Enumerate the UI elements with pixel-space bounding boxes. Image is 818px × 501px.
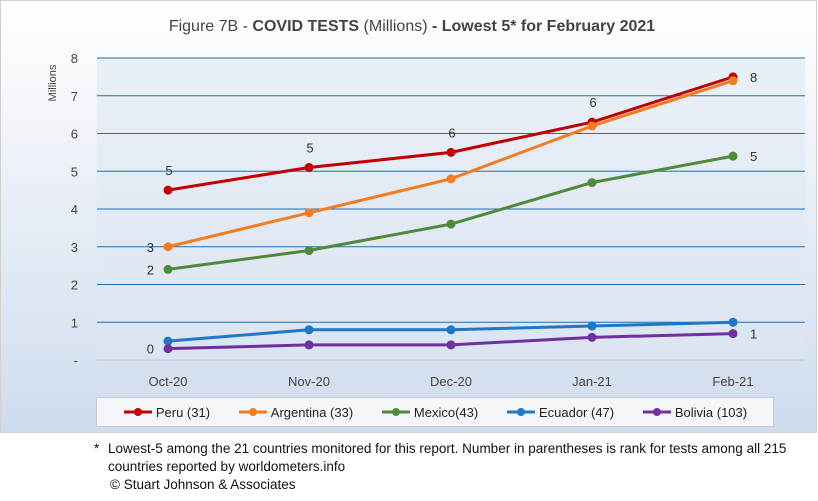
data-point bbox=[304, 340, 314, 350]
x-tick-label: Nov-20 bbox=[288, 374, 330, 389]
data-point bbox=[587, 332, 597, 342]
legend-label: Mexico(43) bbox=[413, 404, 479, 420]
data-point bbox=[304, 325, 314, 335]
data-point bbox=[728, 151, 738, 161]
y-axis-label: Millions bbox=[47, 64, 59, 101]
data-point bbox=[304, 208, 314, 218]
legend-item: Mexico(43) bbox=[381, 405, 478, 420]
x-tick-label: Dec-20 bbox=[430, 374, 472, 389]
data-point bbox=[163, 242, 173, 252]
data-label: 6 bbox=[589, 95, 596, 110]
data-point bbox=[587, 121, 597, 131]
legend-swatch bbox=[238, 408, 267, 416]
data-point bbox=[728, 329, 738, 339]
legend-item: Argentina (33) bbox=[238, 405, 353, 420]
title-middle: (Millions) bbox=[359, 18, 432, 35]
title-bold-suffix: - Lowest 5* for February 2021 bbox=[432, 18, 655, 35]
y-tick-label: 2 bbox=[71, 278, 78, 293]
data-point bbox=[446, 325, 456, 335]
x-tick-label: Jan-21 bbox=[572, 374, 612, 389]
legend-swatch bbox=[506, 408, 535, 416]
legend-swatch bbox=[642, 408, 671, 416]
footnote-line1: Lowest-5 among the 21 countries monitore… bbox=[108, 441, 787, 456]
data-label: 5 bbox=[165, 163, 172, 178]
legend-label: Bolivia (103) bbox=[674, 404, 748, 420]
y-tick-label: 7 bbox=[71, 89, 78, 104]
y-tick-label: 4 bbox=[71, 202, 78, 217]
legend-item: Bolivia (103) bbox=[642, 405, 747, 420]
data-label: 8 bbox=[750, 70, 757, 85]
footnote-star: * bbox=[94, 441, 100, 456]
y-tick-label: 5 bbox=[71, 164, 78, 179]
data-label: 6 bbox=[448, 125, 455, 140]
data-point bbox=[587, 321, 597, 331]
data-point bbox=[587, 178, 597, 188]
y-tick-label: 1 bbox=[71, 315, 78, 330]
data-point bbox=[728, 317, 738, 327]
axis-ticks: - 1 2 3 4 5 6 7 8 Oct-20 Nov-20 Dec-20 Jan-21 Feb-21 bbox=[71, 51, 754, 389]
data-point bbox=[163, 336, 173, 346]
chart-svg: Figure 7B - COVID TESTS (Millions) - Low… bbox=[47, 18, 805, 389]
y-tick-label: - bbox=[74, 353, 78, 368]
data-point bbox=[163, 264, 173, 274]
series-bolivia: 01 bbox=[147, 327, 757, 357]
data-point bbox=[446, 174, 456, 184]
data-point bbox=[446, 340, 456, 350]
x-tick-label: Feb-21 bbox=[712, 374, 753, 389]
footnote: * Lowest-5 among the 21 countries monitor… bbox=[94, 440, 809, 476]
x-tick-label: Oct-20 bbox=[148, 374, 187, 389]
data-point bbox=[304, 162, 314, 172]
legend-label: Peru (31) bbox=[155, 404, 211, 420]
y-tick-label: 6 bbox=[71, 127, 78, 142]
copyright: © Stuart Johnson & Associates bbox=[110, 477, 296, 492]
data-point bbox=[304, 246, 314, 256]
legend-swatch bbox=[381, 408, 410, 416]
data-label: 3 bbox=[147, 240, 154, 255]
footnote-line2: countries reported by worldometers.info bbox=[108, 459, 346, 474]
series-argentina: 3 bbox=[147, 76, 738, 255]
data-point bbox=[163, 185, 173, 195]
data-label: 0 bbox=[147, 342, 154, 357]
data-point bbox=[446, 219, 456, 229]
legend-label: Ecuador (47) bbox=[538, 404, 615, 420]
data-label: 5 bbox=[306, 140, 313, 155]
y-tick-label: 3 bbox=[71, 240, 78, 255]
data-point bbox=[446, 147, 456, 157]
data-point bbox=[728, 76, 738, 86]
series-ecuador bbox=[163, 317, 738, 346]
legend-item: Peru (31) bbox=[123, 405, 210, 420]
data-label: 2 bbox=[147, 262, 154, 277]
gridlines bbox=[97, 57, 805, 361]
data-label: 1 bbox=[750, 327, 757, 342]
data-label: 5 bbox=[750, 149, 757, 164]
chart-title: Figure 7B - COVID TESTS (Millions) - Low… bbox=[169, 18, 655, 35]
data-point bbox=[163, 344, 173, 354]
legend-item: Ecuador (47) bbox=[506, 405, 614, 420]
legend-swatch bbox=[123, 408, 152, 416]
title-prefix: Figure 7B - bbox=[169, 18, 253, 35]
y-tick-label: 8 bbox=[71, 51, 78, 66]
series-mexico: 25 bbox=[147, 149, 757, 277]
legend-label: Argentina (33) bbox=[270, 404, 354, 420]
title-bold-main: COVID TESTS bbox=[252, 18, 359, 35]
legend: Peru (31) Argentina (33) Mexico(43) Ecuador… bbox=[96, 397, 774, 427]
